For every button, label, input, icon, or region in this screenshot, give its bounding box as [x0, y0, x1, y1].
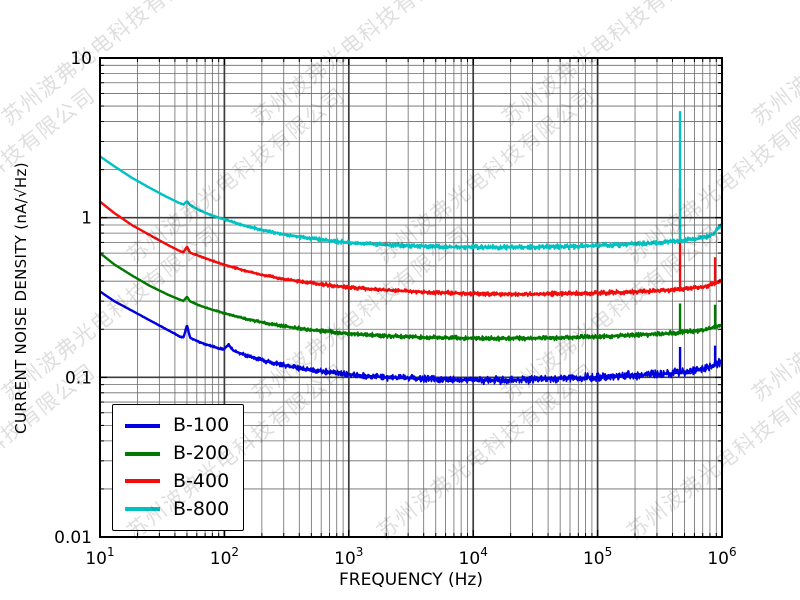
legend-label: B-400: [173, 469, 230, 492]
series-curve-b-800: [100, 155, 722, 251]
x-tick-label: 105: [583, 545, 612, 569]
x-tick-label: 101: [85, 545, 114, 569]
y-tick-label: 10: [70, 49, 92, 69]
legend-item: B-800: [125, 497, 233, 520]
series-curve-b-200: [100, 252, 722, 342]
series-curve-b-100: [100, 290, 722, 386]
plot-border: [99, 57, 723, 538]
series-curve-b-200: [100, 252, 722, 342]
legend-swatch: [125, 507, 160, 512]
legend-label: B-200: [173, 442, 230, 465]
x-tick-label: 104: [459, 545, 488, 569]
x-tick-label: 103: [334, 545, 363, 569]
curve-layer: [100, 111, 722, 386]
y-tick-label: 0.01: [54, 528, 92, 548]
legend-label: B-100: [173, 414, 230, 437]
legend-item: B-100: [125, 416, 233, 435]
tick-layer: [99, 57, 723, 538]
series-curve-b-800: [100, 155, 722, 249]
x-axis-title: FREQUENCY (Hz): [339, 570, 483, 590]
legend-item: B-200: [125, 444, 233, 463]
y-tick-label: 0.1: [65, 368, 92, 388]
x-tick-label: 102: [210, 545, 239, 569]
y-tick-label: 1: [81, 209, 92, 229]
y-axis-title: CURRENT NOISE DENSITY (nA/√Hz): [12, 162, 30, 434]
legend-box: B-100 B-200 B-400 B-800: [112, 404, 244, 531]
legend-label: B-800: [173, 497, 230, 520]
legend-swatch: [125, 479, 160, 484]
x-tick-label: 106: [707, 545, 736, 569]
legend-item: B-400: [125, 469, 233, 492]
legend-swatch: [125, 451, 160, 456]
series-curve-b-400: [100, 201, 722, 298]
series-curve-b-800: [100, 155, 722, 251]
legend-swatch: [125, 423, 160, 428]
